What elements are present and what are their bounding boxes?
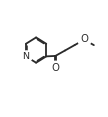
Text: O: O [51,63,59,73]
Text: O: O [80,34,88,44]
Text: N: N [22,52,29,61]
